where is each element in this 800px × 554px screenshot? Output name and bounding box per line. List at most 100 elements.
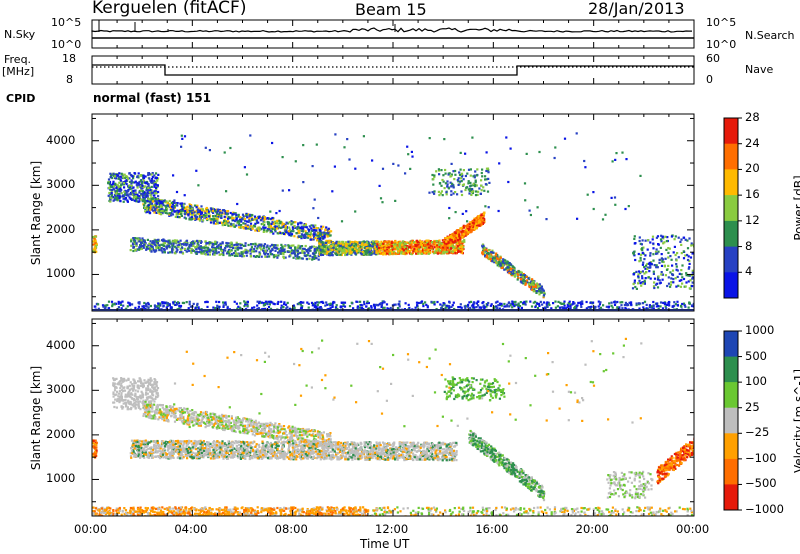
heatmap-cell — [260, 228, 263, 231]
heatmap-cell — [413, 247, 416, 250]
heatmap-cell — [177, 240, 180, 243]
heatmap-cell — [474, 226, 477, 230]
heatmap-cell — [451, 304, 454, 307]
heatmap-cell — [268, 217, 271, 220]
heatmap-cell — [277, 300, 280, 304]
heatmap-cell — [161, 301, 164, 304]
heatmap-cell — [121, 300, 124, 303]
heatmap-cell — [398, 300, 401, 303]
heatmap-cell — [206, 214, 209, 217]
heatmap-cell — [494, 301, 498, 304]
heatmap-cell — [381, 302, 384, 305]
heatmap-cell — [510, 273, 513, 276]
heatmap-cell — [538, 304, 541, 307]
heatmap-cell — [310, 224, 313, 227]
heatmap-cell — [144, 206, 147, 210]
heatmap-cell — [146, 191, 149, 194]
heatmap-cell — [572, 302, 575, 305]
heatmap-cell — [325, 239, 328, 242]
heatmap-cell — [153, 185, 156, 188]
heatmap-cell — [200, 246, 203, 249]
heatmap-cell — [445, 240, 448, 243]
heatmap-cell — [512, 274, 515, 277]
heatmap-cell — [211, 207, 214, 210]
heatmap-cell — [138, 183, 141, 186]
heatmap-cell — [308, 230, 311, 233]
heatmap-cell — [283, 303, 286, 306]
heatmap-cell — [446, 236, 449, 240]
heatmap-cell — [447, 241, 450, 244]
heatmap-cell — [618, 306, 621, 309]
heatmap-cell — [136, 181, 139, 185]
heatmap-cell — [110, 192, 113, 195]
heatmap-cell — [357, 249, 361, 252]
heatmap-cell — [379, 302, 382, 305]
heatmap-cell — [469, 306, 472, 309]
heatmap-cell — [189, 207, 192, 210]
heatmap-cell — [127, 185, 130, 188]
heatmap-cell — [498, 261, 501, 264]
heatmap-cell — [307, 306, 310, 309]
heatmap-cell — [393, 245, 396, 248]
heatmap-cell — [193, 242, 196, 245]
heatmap-cell — [365, 247, 368, 250]
heatmap-cell — [477, 215, 480, 218]
heatmap-cell — [321, 248, 324, 251]
heatmap-cell — [378, 242, 381, 246]
heatmap-cell — [243, 300, 246, 303]
heatmap-cell — [373, 243, 376, 246]
heatmap-cell — [454, 234, 457, 237]
heatmap-cell — [473, 306, 476, 309]
heatmap-cell — [373, 250, 376, 254]
heatmap-cell — [203, 250, 206, 253]
heatmap-cell — [382, 253, 385, 256]
heatmap-cell — [134, 180, 137, 183]
heatmap-cell — [141, 237, 144, 240]
heatmap-cell — [136, 196, 139, 199]
heatmap-cell — [159, 246, 162, 249]
heatmap-cell — [270, 230, 274, 233]
heatmap-cell — [168, 302, 171, 306]
heatmap-cell — [142, 246, 145, 249]
heatmap-cell — [151, 204, 154, 207]
heatmap-cell — [361, 242, 364, 245]
heatmap-cell — [562, 307, 565, 310]
heatmap-cell — [351, 246, 354, 249]
heatmap-cell — [233, 300, 236, 303]
heatmap-cell — [115, 191, 118, 194]
heatmap-cell — [197, 306, 200, 309]
heatmap-cell — [531, 288, 534, 291]
heatmap-cell — [264, 226, 267, 229]
heatmap-cell — [509, 267, 512, 270]
heatmap-cell — [227, 224, 230, 227]
heatmap-cell — [263, 303, 267, 306]
heatmap-cell — [285, 229, 288, 232]
heatmap-cell — [243, 305, 246, 308]
heatmap-cell — [234, 246, 237, 249]
heatmap-cell — [471, 219, 474, 222]
heatmap-cell — [516, 270, 519, 274]
heatmap-cell — [173, 300, 176, 303]
heatmap-cell — [172, 301, 175, 304]
heatmap-cell — [297, 252, 300, 255]
heatmap-cell — [130, 182, 133, 185]
heatmap-cell — [108, 191, 111, 195]
heatmap-cell — [237, 213, 240, 216]
heatmap-cell — [178, 211, 181, 214]
heatmap-cell — [449, 241, 452, 244]
heatmap-cell — [315, 234, 318, 237]
heatmap-cell — [513, 266, 516, 270]
heatmap-cell — [141, 184, 144, 187]
heatmap-cell — [328, 234, 331, 238]
heatmap-cell — [400, 252, 403, 255]
heatmap-cell — [144, 210, 147, 213]
heatmap-cell — [567, 302, 570, 305]
heatmap-cell — [490, 255, 493, 258]
heatmap-cell — [210, 249, 213, 252]
heatmap-cell — [373, 307, 376, 310]
heatmap-cell — [457, 250, 460, 253]
heatmap-cell — [387, 247, 390, 250]
heatmap-cell — [178, 242, 181, 245]
heatmap-cell — [194, 240, 197, 243]
heatmap-cell — [454, 239, 457, 243]
